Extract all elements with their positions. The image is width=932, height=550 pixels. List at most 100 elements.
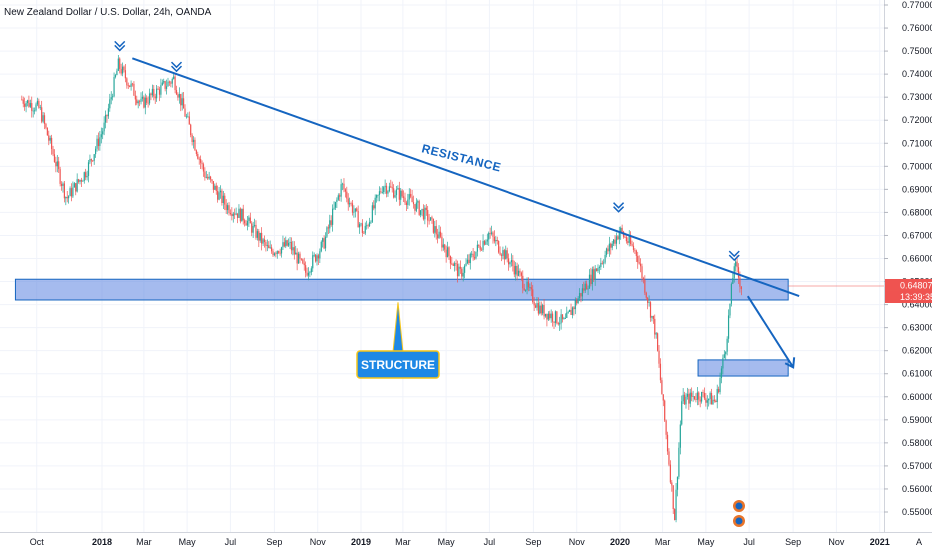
candle-body — [679, 424, 681, 448]
candle-body — [374, 197, 376, 209]
candle-body — [52, 148, 54, 155]
candle-body — [567, 311, 569, 313]
candle-body — [706, 400, 708, 403]
candle-body — [154, 96, 156, 99]
candle-body — [28, 100, 30, 107]
candle-body — [22, 99, 24, 104]
candle-body — [476, 244, 478, 252]
candle-body — [99, 137, 101, 147]
candle-body — [208, 176, 210, 179]
candle-body — [188, 116, 190, 125]
candle-body — [367, 225, 369, 227]
candle-body — [161, 82, 163, 86]
time-tick-label: Nov — [310, 537, 327, 547]
candle-body — [292, 247, 294, 251]
candle-body — [427, 210, 429, 221]
candle-body — [642, 278, 645, 280]
candle-body — [339, 195, 341, 197]
candle-body — [202, 164, 205, 172]
candle-body — [238, 208, 240, 218]
candle-body — [350, 203, 352, 205]
candle-body — [448, 247, 450, 256]
candle-body — [546, 313, 548, 320]
candle-body — [666, 434, 669, 452]
candle-body — [347, 198, 349, 205]
candle-body — [429, 217, 432, 221]
candle-body — [263, 239, 266, 243]
candle-body — [534, 305, 537, 308]
candle-body — [542, 305, 544, 314]
candle-body — [141, 96, 144, 99]
candle-body — [452, 264, 454, 266]
target-zone[interactable] — [697, 359, 789, 377]
candle-body — [295, 252, 297, 255]
candle-body — [174, 76, 176, 91]
candle-body — [703, 392, 706, 399]
candle-body — [120, 68, 122, 74]
candle-body — [610, 243, 612, 248]
candle-body — [80, 179, 83, 182]
price-tick-label: 0.69000 — [902, 184, 932, 194]
candle-body — [723, 354, 725, 358]
candle-body — [109, 99, 111, 109]
time-axis[interactable]: Oct 2018 Mar May Jul Sep Nov 2019 Mar May Jul Sep No… — [30, 537, 890, 547]
candle-body — [139, 101, 141, 103]
price-tick-label: 0.61000 — [902, 369, 932, 379]
candle-body — [645, 292, 647, 298]
candle-body — [398, 188, 400, 200]
candle-body — [147, 102, 149, 104]
candle-body — [488, 232, 490, 240]
candle-body — [496, 239, 498, 242]
candle-body — [100, 134, 102, 138]
price-tick-label: 0.57000 — [902, 461, 932, 471]
candle-body — [340, 184, 342, 197]
projection-arrow[interactable] — [746, 295, 795, 368]
structure-zone[interactable] — [14, 278, 789, 301]
candle-body — [601, 262, 603, 264]
candle-body — [736, 261, 738, 268]
candle-body — [144, 97, 146, 108]
candle-body — [358, 224, 361, 228]
candle-body — [253, 224, 256, 226]
candle-body — [628, 236, 630, 243]
time-tick-label: Nov — [569, 537, 586, 547]
candle-body — [302, 259, 304, 264]
candle-body — [489, 232, 491, 234]
candle-body — [58, 161, 60, 170]
candle-body — [48, 135, 50, 141]
candle-body — [603, 262, 605, 264]
candle-body — [664, 400, 666, 421]
candle-body — [215, 185, 217, 191]
top-markers — [114, 40, 740, 262]
candle-body — [737, 267, 740, 278]
auto-scale-button[interactable]: A — [916, 537, 922, 547]
price-tick-label: 0.74000 — [902, 69, 932, 79]
candle-body — [181, 98, 183, 106]
candle-body — [235, 213, 237, 215]
candle-body — [451, 263, 453, 265]
candle-body — [299, 253, 301, 259]
candle-body — [72, 187, 74, 197]
price-tick-label: 0.68000 — [902, 207, 932, 217]
candle-body — [25, 102, 27, 107]
candle-body — [566, 312, 568, 318]
candle-body — [458, 266, 460, 277]
candle-body — [249, 217, 251, 224]
candle-body — [60, 183, 63, 186]
structure-callout[interactable] — [356, 350, 440, 379]
candle-body — [475, 251, 477, 259]
candle-body — [242, 208, 244, 221]
candle-body — [87, 162, 90, 176]
candle-body — [505, 250, 507, 260]
candle-body — [195, 150, 197, 154]
price-tick-label: 0.64000 — [902, 300, 932, 310]
candle-body — [637, 255, 639, 263]
candle-body — [112, 96, 114, 98]
candle-body — [378, 191, 381, 195]
candle-body — [35, 104, 37, 111]
candle-body — [559, 323, 561, 325]
resistance-trendline[interactable] — [131, 57, 800, 298]
candle-body — [473, 257, 476, 259]
